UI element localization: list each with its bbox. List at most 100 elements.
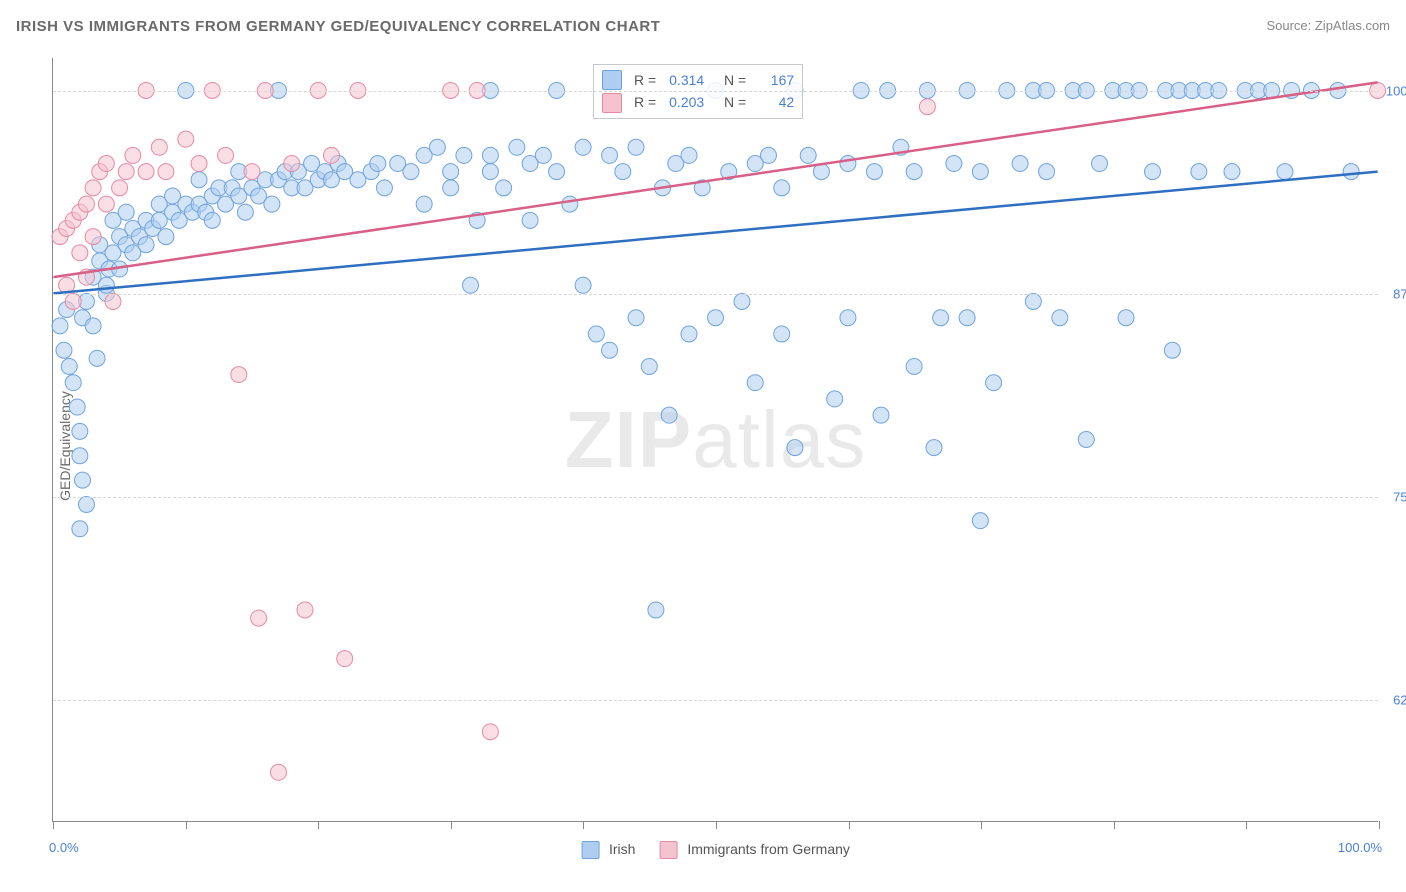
scatter-point-irish (734, 294, 750, 310)
scatter-point-irish (648, 602, 664, 618)
scatter-point-irish (56, 342, 72, 358)
scatter-point-irish (602, 342, 618, 358)
scatter-point-irish (237, 204, 253, 220)
scatter-point-irish (774, 326, 790, 342)
scatter-point-germany (218, 147, 234, 163)
scatter-point-germany (118, 164, 134, 180)
y-grid-label: 62.5% (1382, 693, 1406, 708)
scatter-point-irish (1092, 156, 1108, 172)
scatter-point-irish (906, 164, 922, 180)
chart-title: IRISH VS IMMIGRANTS FROM GERMANY GED/EQU… (16, 18, 660, 35)
legend-swatch-germany (602, 93, 622, 113)
series-label-germany: Immigrants from Germany (687, 841, 850, 857)
x-tick (1246, 821, 1247, 829)
gridline (53, 294, 1378, 295)
scatter-point-irish (681, 147, 697, 163)
legend-n-label: N = (724, 91, 746, 113)
scatter-point-germany (78, 196, 94, 212)
scatter-point-irish (1025, 294, 1041, 310)
x-tick (1114, 821, 1115, 829)
legend-n-value-irish: 167 (752, 69, 794, 91)
y-grid-label: 87.5% (1382, 286, 1406, 301)
scatter-point-irish (443, 180, 459, 196)
x-tick (1379, 821, 1380, 829)
scatter-point-irish (628, 310, 644, 326)
x-tick (186, 821, 187, 829)
x-axis-max-label: 100.0% (1338, 840, 1382, 855)
scatter-point-irish (522, 212, 538, 228)
scatter-point-irish (866, 164, 882, 180)
scatter-point-germany (284, 156, 300, 172)
scatter-point-germany (85, 180, 101, 196)
scatter-point-irish (588, 326, 604, 342)
scatter-point-irish (89, 350, 105, 366)
scatter-point-irish (78, 496, 94, 512)
legend-swatch-irish (602, 70, 622, 90)
scatter-point-irish (416, 196, 432, 212)
legend-r-value-germany: 0.203 (662, 91, 704, 113)
chart-header: IRISH VS IMMIGRANTS FROM GERMANY GED/EQU… (16, 18, 1390, 40)
scatter-point-irish (615, 164, 631, 180)
scatter-point-germany (125, 147, 141, 163)
legend-r-value-irish: 0.314 (662, 69, 704, 91)
scatter-point-irish (463, 277, 479, 293)
scatter-point-irish (1012, 156, 1028, 172)
scatter-point-irish (986, 375, 1002, 391)
scatter-point-irish (429, 139, 445, 155)
scatter-point-irish (747, 375, 763, 391)
scatter-point-irish (118, 204, 134, 220)
scatter-point-irish (191, 172, 207, 188)
scatter-point-irish (72, 521, 88, 537)
scatter-point-irish (75, 472, 91, 488)
x-tick (318, 821, 319, 829)
scatter-point-irish (61, 358, 77, 374)
scatter-point-irish (1145, 164, 1161, 180)
scatter-point-irish (840, 156, 856, 172)
correlation-legend-row-irish: R = 0.314 N = 167 (602, 69, 794, 91)
x-axis-min-label: 0.0% (49, 840, 79, 855)
scatter-point-irish (370, 156, 386, 172)
scatter-point-irish (760, 147, 776, 163)
series-legend-item-irish: Irish (581, 841, 635, 859)
scatter-point-irish (482, 147, 498, 163)
scatter-point-irish (72, 423, 88, 439)
scatter-point-irish (1052, 310, 1068, 326)
scatter-point-germany (158, 164, 174, 180)
y-grid-label: 100.0% (1382, 83, 1406, 98)
scatter-point-irish (681, 326, 697, 342)
scatter-point-irish (204, 212, 220, 228)
scatter-point-irish (1118, 310, 1134, 326)
scatter-point-germany (244, 164, 260, 180)
scatter-point-irish (509, 139, 525, 155)
scatter-point-irish (65, 375, 81, 391)
scatter-point-germany (337, 651, 353, 667)
scatter-point-irish (575, 277, 591, 293)
gridline (53, 91, 1378, 92)
scatter-point-irish (827, 391, 843, 407)
scatter-point-irish (1277, 164, 1293, 180)
scatter-point-irish (456, 147, 472, 163)
scatter-point-irish (873, 407, 889, 423)
scatter-point-irish (933, 310, 949, 326)
scatter-point-irish (708, 310, 724, 326)
scatter-point-irish (787, 440, 803, 456)
x-tick (451, 821, 452, 829)
scatter-point-irish (840, 310, 856, 326)
scatter-point-irish (52, 318, 68, 334)
scatter-point-germany (297, 602, 313, 618)
scatter-point-irish (562, 196, 578, 212)
legend-r-label: R = (634, 69, 656, 91)
y-grid-label: 75.0% (1382, 489, 1406, 504)
scatter-point-germany (251, 610, 267, 626)
series-label-irish: Irish (609, 841, 635, 857)
correlation-legend-row-germany: R = 0.203 N = 42 (602, 91, 794, 113)
scatter-point-germany (85, 229, 101, 245)
scatter-point-germany (151, 139, 167, 155)
scatter-point-germany (323, 147, 339, 163)
scatter-point-irish (482, 164, 498, 180)
series-legend-item-germany: Immigrants from Germany (659, 841, 849, 859)
scatter-point-germany (231, 367, 247, 383)
scatter-point-irish (1078, 432, 1094, 448)
scatter-point-irish (1343, 164, 1359, 180)
scatter-point-germany (98, 156, 114, 172)
